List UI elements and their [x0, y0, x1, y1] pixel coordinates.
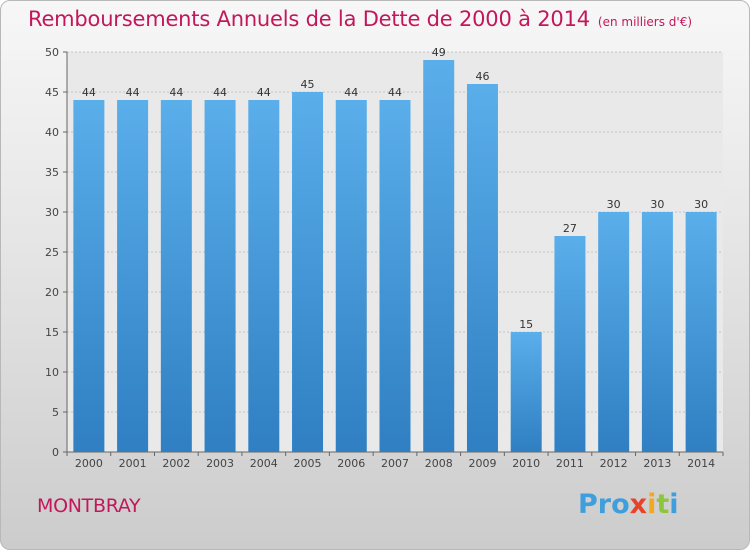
- data-label: 44: [213, 86, 227, 99]
- y-tick-label: 45: [45, 86, 59, 99]
- chart-title-block: Remboursements Annuels de la Dette de 20…: [28, 7, 692, 31]
- bar: [160, 100, 192, 452]
- data-label: 45: [301, 78, 315, 91]
- bar: [248, 100, 280, 452]
- x-tick-label: 2014: [687, 457, 715, 470]
- y-tick-label: 10: [45, 366, 59, 379]
- data-labels: 44 44 44 44 44 45 44 44 49 46 15 27 30 30 30: [82, 46, 708, 331]
- data-label: 30: [694, 198, 708, 211]
- x-tick-label: 2008: [425, 457, 453, 470]
- bar: [685, 212, 717, 452]
- y-tick-label: 40: [45, 126, 59, 139]
- x-tick-label: 2000: [75, 457, 103, 470]
- data-label: 15: [519, 318, 533, 331]
- x-tick-label: 2002: [162, 457, 190, 470]
- y-tick-label: 5: [52, 406, 59, 419]
- data-label: 44: [344, 86, 358, 99]
- y-tick-label: 50: [45, 46, 59, 59]
- y-tick-label: 35: [45, 166, 59, 179]
- data-label: 30: [650, 198, 664, 211]
- y-tick-label: 0: [52, 446, 59, 459]
- logo-part-5: i: [669, 489, 679, 520]
- bar: [379, 100, 411, 452]
- data-label: 44: [257, 86, 271, 99]
- bar: [423, 60, 455, 452]
- axes: 0 5 10 15 20 25 30 35 40 45 50 2000 2001 2002 2003 2004…: [45, 46, 724, 470]
- data-label: 49: [432, 46, 446, 59]
- bar: [335, 100, 367, 452]
- x-tick-label: 2001: [119, 457, 147, 470]
- chart-title: Remboursements Annuels de la Dette de 20…: [28, 7, 590, 31]
- bar: [117, 100, 149, 452]
- data-label: 44: [126, 86, 140, 99]
- bar: [641, 212, 673, 452]
- bar: [466, 84, 498, 452]
- bar: [598, 212, 630, 452]
- x-tick-label: 2005: [294, 457, 322, 470]
- x-tick-label: 2007: [381, 457, 409, 470]
- x-tick-label: 2009: [468, 457, 496, 470]
- data-label: 30: [607, 198, 621, 211]
- bar: [554, 236, 586, 452]
- bar: [510, 332, 542, 452]
- logo-part-4: t: [656, 489, 670, 520]
- data-label: 27: [563, 222, 577, 235]
- data-label: 44: [388, 86, 402, 99]
- bar: [292, 92, 324, 452]
- y-tick-label: 30: [45, 206, 59, 219]
- data-label: 44: [169, 86, 183, 99]
- x-tick-label: 2011: [556, 457, 584, 470]
- bars: [73, 60, 717, 452]
- data-label: 44: [82, 86, 96, 99]
- data-label: 46: [475, 70, 489, 83]
- y-tick-label: 25: [45, 246, 59, 259]
- bar: [204, 100, 236, 452]
- y-tick-label: 20: [45, 286, 59, 299]
- x-tick-label: 2012: [600, 457, 628, 470]
- logo-part-2: x: [629, 489, 648, 520]
- x-tick-label: 2010: [512, 457, 540, 470]
- proxiti-logo[interactable]: Proxiti: [578, 489, 679, 520]
- town-name: MONTBRAY: [37, 495, 141, 517]
- x-tick-label: 2004: [250, 457, 278, 470]
- y-tick-label: 15: [45, 326, 59, 339]
- logo-part-3: i: [647, 489, 657, 520]
- chart-subtitle: (en milliers d'€): [597, 15, 693, 29]
- x-tick-label: 2003: [206, 457, 234, 470]
- logo-part-1: Pro: [578, 489, 630, 520]
- x-tick-label: 2006: [337, 457, 365, 470]
- bar: [73, 100, 105, 452]
- x-tick-label: 2013: [643, 457, 671, 470]
